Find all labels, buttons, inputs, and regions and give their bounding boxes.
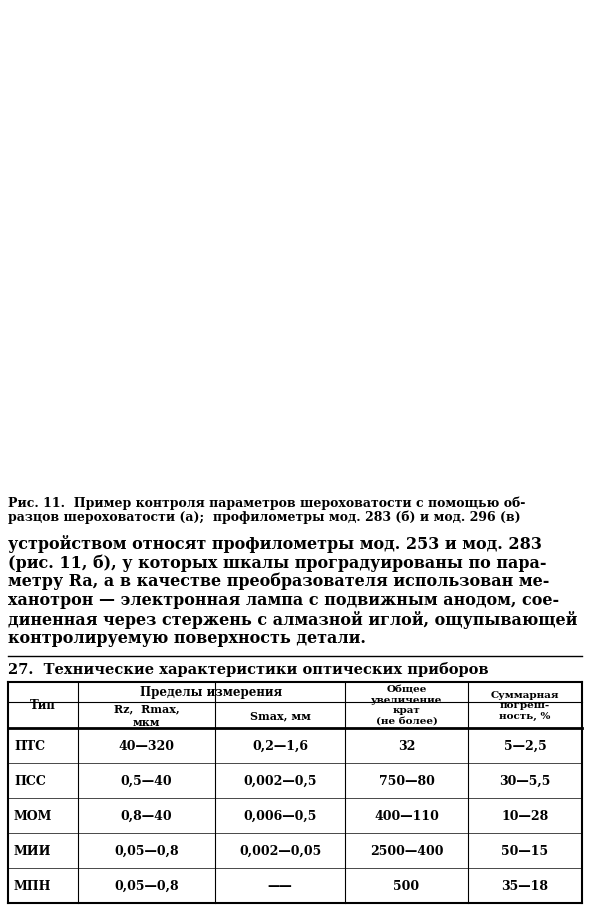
Text: Суммарная
погреш-
ность, %: Суммарная погреш- ность, % [491, 690, 559, 720]
Text: диненная через стержень с алмазной иглой, ощупывающей: диненная через стержень с алмазной иглой… [8, 610, 578, 629]
Text: 5—2,5: 5—2,5 [504, 739, 546, 752]
Text: 0,006—0,5: 0,006—0,5 [243, 809, 317, 822]
Text: МИИ: МИИ [14, 844, 51, 857]
Text: 27.  Технические характеристики оптических приборов: 27. Технические характеристики оптически… [8, 661, 489, 676]
Text: 40—320: 40—320 [119, 739, 175, 752]
Text: Общее
увеличение
крат
(не более): Общее увеличение крат (не более) [371, 685, 442, 725]
Text: 0,002—0,5: 0,002—0,5 [243, 774, 317, 787]
Text: ханотрон — электронная лампа с подвижным анодом, сое-: ханотрон — электронная лампа с подвижным… [8, 591, 559, 609]
Text: МПН: МПН [14, 879, 51, 892]
Text: 0,05—0,8: 0,05—0,8 [114, 879, 179, 892]
Text: ——: —— [268, 879, 293, 892]
Text: 0,05—0,8: 0,05—0,8 [114, 844, 179, 857]
Text: 500: 500 [394, 879, 419, 892]
Text: МОМ: МОМ [14, 809, 53, 822]
Text: 50—15: 50—15 [502, 844, 549, 857]
Text: Пределы измерения: Пределы измерения [140, 685, 283, 699]
Text: Rz,  Rmax,
мкм: Rz, Rmax, мкм [114, 703, 179, 727]
Text: устройством относят профилометры мод. 253 и мод. 283: устройством относят профилометры мод. 25… [8, 535, 542, 552]
Text: 30—5,5: 30—5,5 [499, 774, 550, 787]
Text: Рис. 11.  Пример контроля параметров шероховатости с помощью об-: Рис. 11. Пример контроля параметров шеро… [8, 496, 525, 510]
Text: ПСС: ПСС [14, 774, 46, 787]
Text: ПТС: ПТС [14, 739, 45, 752]
Text: 750—80: 750—80 [379, 774, 434, 787]
Text: 35—18: 35—18 [502, 879, 549, 892]
Text: 10—28: 10—28 [502, 809, 549, 822]
Text: (рис. 11, б), у которых шкалы проградуированы по пара-: (рис. 11, б), у которых шкалы проградуир… [8, 553, 546, 571]
Text: 0,002—0,05: 0,002—0,05 [239, 844, 321, 857]
Text: 400—110: 400—110 [374, 809, 439, 822]
Text: 0,5—40: 0,5—40 [121, 774, 172, 787]
Text: разцов шероховатости (а);  профилометры мод. 283 (б) и мод. 296 (в): разцов шероховатости (а); профилометры м… [8, 510, 520, 524]
Text: метру Ra, а в качестве преобразователя использован ме-: метру Ra, а в качестве преобразователя и… [8, 572, 549, 589]
Text: 32: 32 [398, 739, 415, 752]
Text: 2500—400: 2500—400 [370, 844, 443, 857]
Text: Тип: Тип [30, 699, 56, 711]
Text: 0,2—1,6: 0,2—1,6 [252, 739, 308, 752]
Text: 0,8—40: 0,8—40 [121, 809, 172, 822]
Text: Smax, мм: Smax, мм [250, 710, 310, 721]
Text: контролируемую поверхность детали.: контролируемую поверхность детали. [8, 630, 366, 646]
